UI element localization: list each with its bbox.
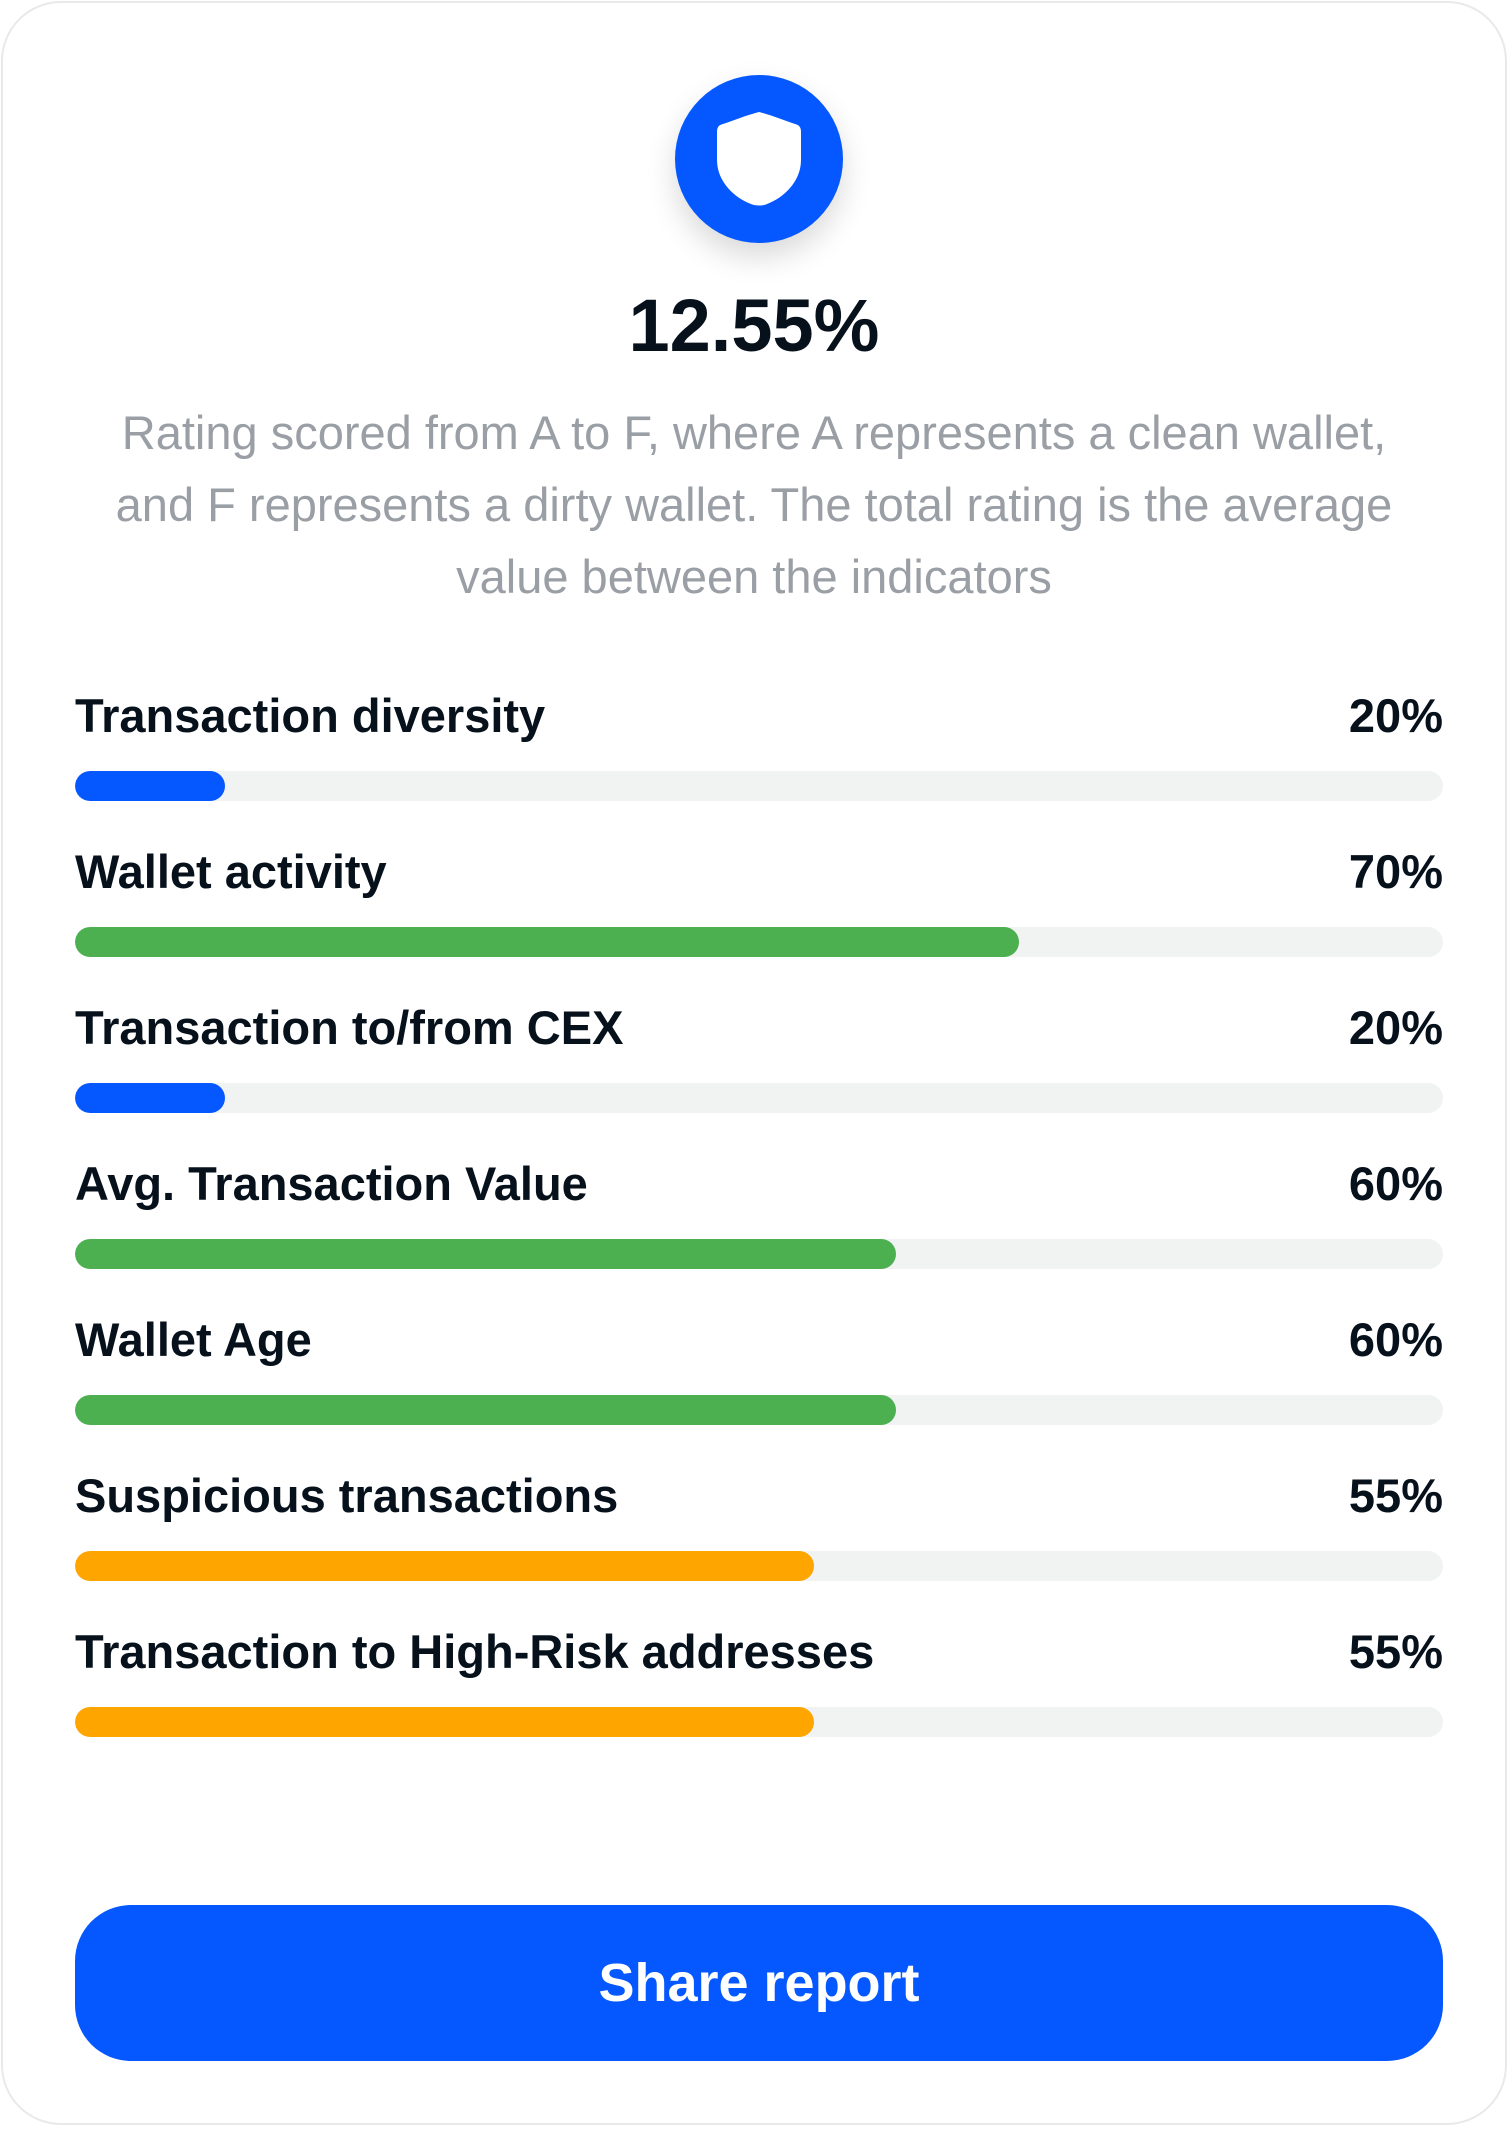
indicator-header: Transaction to High-Risk addresses 55%	[75, 1622, 1443, 1682]
indicator-value: 55%	[1348, 1469, 1443, 1522]
progress-fill	[75, 1395, 896, 1425]
indicator-value: 60%	[1348, 1313, 1443, 1366]
indicator-value: 20%	[1348, 1001, 1443, 1054]
indicator-row: Transaction diversity 20%	[75, 686, 1443, 842]
progress-fill	[75, 1083, 226, 1113]
progress-track	[75, 771, 1443, 801]
indicator-header: Wallet Age 60%	[75, 1310, 1443, 1370]
indicator-label: Transaction to/from CEX	[75, 1001, 624, 1054]
indicator-header: Suspicious transactions 55%	[75, 1466, 1443, 1526]
rating-description: Rating scored from A to F, where A repre…	[115, 406, 1393, 603]
score-value: 12.55%	[628, 284, 880, 367]
indicator-row: Suspicious transactions 55%	[75, 1466, 1443, 1622]
indicator-header: Avg. Transaction Value 60%	[75, 1154, 1443, 1214]
indicator-row: Transaction to High-Risk addresses 55%	[75, 1622, 1443, 1778]
indicator-value: 60%	[1348, 1157, 1443, 1210]
share-report-button[interactable]: Share report	[75, 1905, 1443, 2061]
indicator-label: Wallet Age	[75, 1313, 312, 1366]
indicator-row: Wallet activity 70%	[75, 842, 1443, 998]
progress-track	[75, 927, 1443, 957]
indicator-header: Transaction to/from CEX 20%	[75, 998, 1443, 1058]
indicator-row: Wallet Age 60%	[75, 1310, 1443, 1466]
progress-fill	[75, 771, 226, 801]
indicator-row: Transaction to/from CEX 20%	[75, 998, 1443, 1154]
indicator-row: Avg. Transaction Value 60%	[75, 1154, 1443, 1310]
progress-fill	[75, 1707, 814, 1737]
progress-fill	[75, 1551, 814, 1581]
indicator-header: Wallet activity 70%	[75, 842, 1443, 902]
progress-track	[75, 1551, 1443, 1581]
indicator-label: Transaction diversity	[75, 689, 546, 742]
indicator-value: 70%	[1348, 845, 1443, 898]
indicator-label: Wallet activity	[75, 845, 387, 898]
progress-fill	[75, 927, 1019, 957]
indicator-header: Transaction diversity 20%	[75, 686, 1443, 746]
progress-track	[75, 1707, 1443, 1737]
shield-badge	[675, 75, 843, 243]
shield-icon	[717, 112, 801, 206]
indicator-value: 55%	[1348, 1625, 1443, 1678]
indicator-label: Suspicious transactions	[75, 1469, 619, 1522]
indicator-label: Transaction to High-Risk addresses	[75, 1625, 875, 1678]
indicator-list: Transaction diversity 20% Wallet activit…	[75, 686, 1443, 1778]
progress-track	[75, 1083, 1443, 1113]
progress-track	[75, 1239, 1443, 1269]
progress-track	[75, 1395, 1443, 1425]
indicator-value: 20%	[1348, 689, 1443, 742]
indicator-label: Avg. Transaction Value	[75, 1157, 588, 1210]
progress-fill	[75, 1239, 896, 1269]
